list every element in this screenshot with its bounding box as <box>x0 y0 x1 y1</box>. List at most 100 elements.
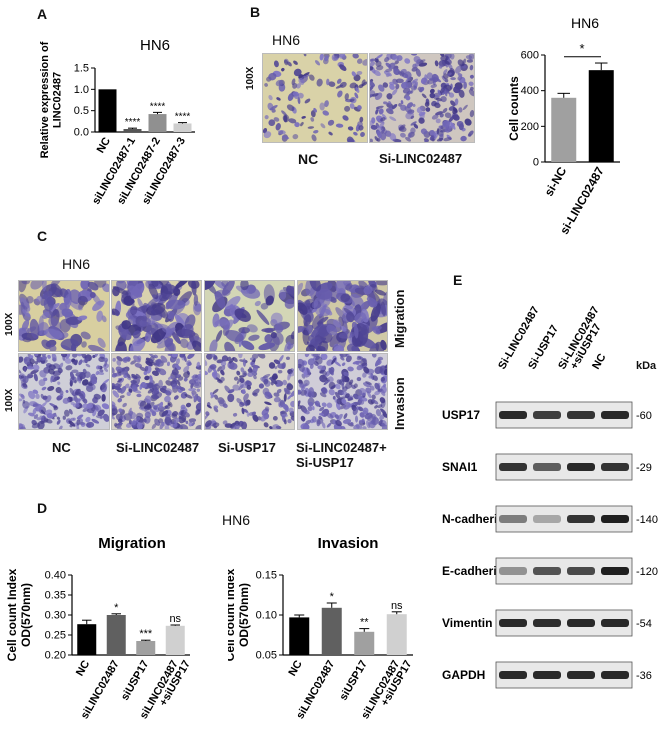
panel-c-col-label-si-linc: Si-LINC02487 <box>116 440 200 455</box>
cell <box>19 297 31 312</box>
cell <box>388 62 396 70</box>
cell <box>19 393 25 398</box>
cell <box>130 305 138 316</box>
cell <box>165 380 172 386</box>
panel-b-image-title: HN6 <box>272 32 301 48</box>
cell <box>273 396 281 403</box>
cell <box>365 387 372 394</box>
cell <box>439 54 445 57</box>
cell <box>264 406 270 412</box>
cell <box>117 378 123 383</box>
cell <box>436 127 440 135</box>
cell <box>144 411 151 419</box>
category-label: siUSP17 <box>337 659 369 703</box>
cell <box>338 331 356 339</box>
cell <box>86 421 95 428</box>
cell <box>271 373 278 381</box>
cell <box>374 382 380 390</box>
cell <box>407 132 412 139</box>
cell <box>112 390 120 398</box>
cell <box>356 376 362 382</box>
cell <box>153 404 159 409</box>
cell <box>413 55 421 63</box>
cell <box>450 77 456 81</box>
cell <box>312 405 315 411</box>
cell <box>99 415 104 420</box>
cell <box>75 371 85 377</box>
y-tick-label: 200 <box>521 121 539 133</box>
cell <box>268 72 277 81</box>
cell <box>468 130 474 137</box>
cell <box>293 68 302 77</box>
cell <box>124 383 130 389</box>
cell <box>21 281 31 285</box>
lane-label-svg: Si-LINC02487Si-USP17Si-LINC02487+siUSP17… <box>496 305 608 372</box>
cell <box>236 376 242 385</box>
cell <box>258 342 276 351</box>
cell <box>442 120 450 128</box>
cell <box>158 359 165 364</box>
cell <box>115 413 123 421</box>
cell <box>465 55 473 60</box>
cell <box>334 391 341 400</box>
cell <box>222 281 235 296</box>
cell <box>249 357 256 361</box>
cell <box>443 69 448 75</box>
cell <box>303 379 310 386</box>
cell <box>466 59 474 63</box>
cell <box>160 284 177 295</box>
cell <box>294 122 300 128</box>
cell <box>319 374 327 383</box>
cell <box>319 413 325 416</box>
cell <box>344 93 349 101</box>
cell <box>384 57 390 63</box>
cell <box>384 364 387 369</box>
cell <box>436 137 444 142</box>
micrograph-c-r1-c2 <box>111 280 202 352</box>
cell <box>314 60 321 66</box>
cell <box>147 382 154 389</box>
micrograph-texture <box>298 354 387 429</box>
cell <box>352 407 358 416</box>
cell <box>469 74 474 79</box>
cell <box>357 105 362 110</box>
cell <box>468 81 474 86</box>
cell <box>339 81 347 88</box>
cell <box>128 407 132 415</box>
panel-e-western-blots: USP17 -60 SNAI1 -29 N-cadherin -140 E-cadherin… <box>436 392 666 722</box>
cell <box>370 61 376 67</box>
cell <box>196 388 201 392</box>
cell <box>424 139 428 142</box>
bar <box>321 607 342 655</box>
y-tick-label: 0 <box>533 157 539 169</box>
micrograph-c-r2-c1 <box>18 353 110 430</box>
cell <box>43 296 55 312</box>
cell <box>77 354 82 357</box>
cell <box>372 93 379 97</box>
cell <box>218 399 226 407</box>
bar <box>136 641 156 655</box>
cell <box>326 422 332 428</box>
cell <box>351 71 357 77</box>
cell <box>117 426 122 429</box>
cell <box>275 79 284 87</box>
cell <box>136 422 143 429</box>
cell <box>310 117 315 122</box>
cell <box>118 327 132 341</box>
cell <box>410 121 417 126</box>
cell <box>372 416 376 425</box>
cell <box>462 104 468 111</box>
cell <box>383 70 392 77</box>
cell <box>290 415 294 422</box>
panel-c-col-label-nc: NC <box>52 440 71 455</box>
cell <box>341 374 345 383</box>
cell <box>303 409 310 415</box>
cell <box>199 370 201 374</box>
cell <box>47 386 55 391</box>
cell <box>353 393 360 400</box>
cell <box>144 375 150 381</box>
cell <box>359 399 365 405</box>
cell <box>227 389 235 394</box>
blot-band <box>499 463 527 471</box>
cell <box>339 354 348 358</box>
